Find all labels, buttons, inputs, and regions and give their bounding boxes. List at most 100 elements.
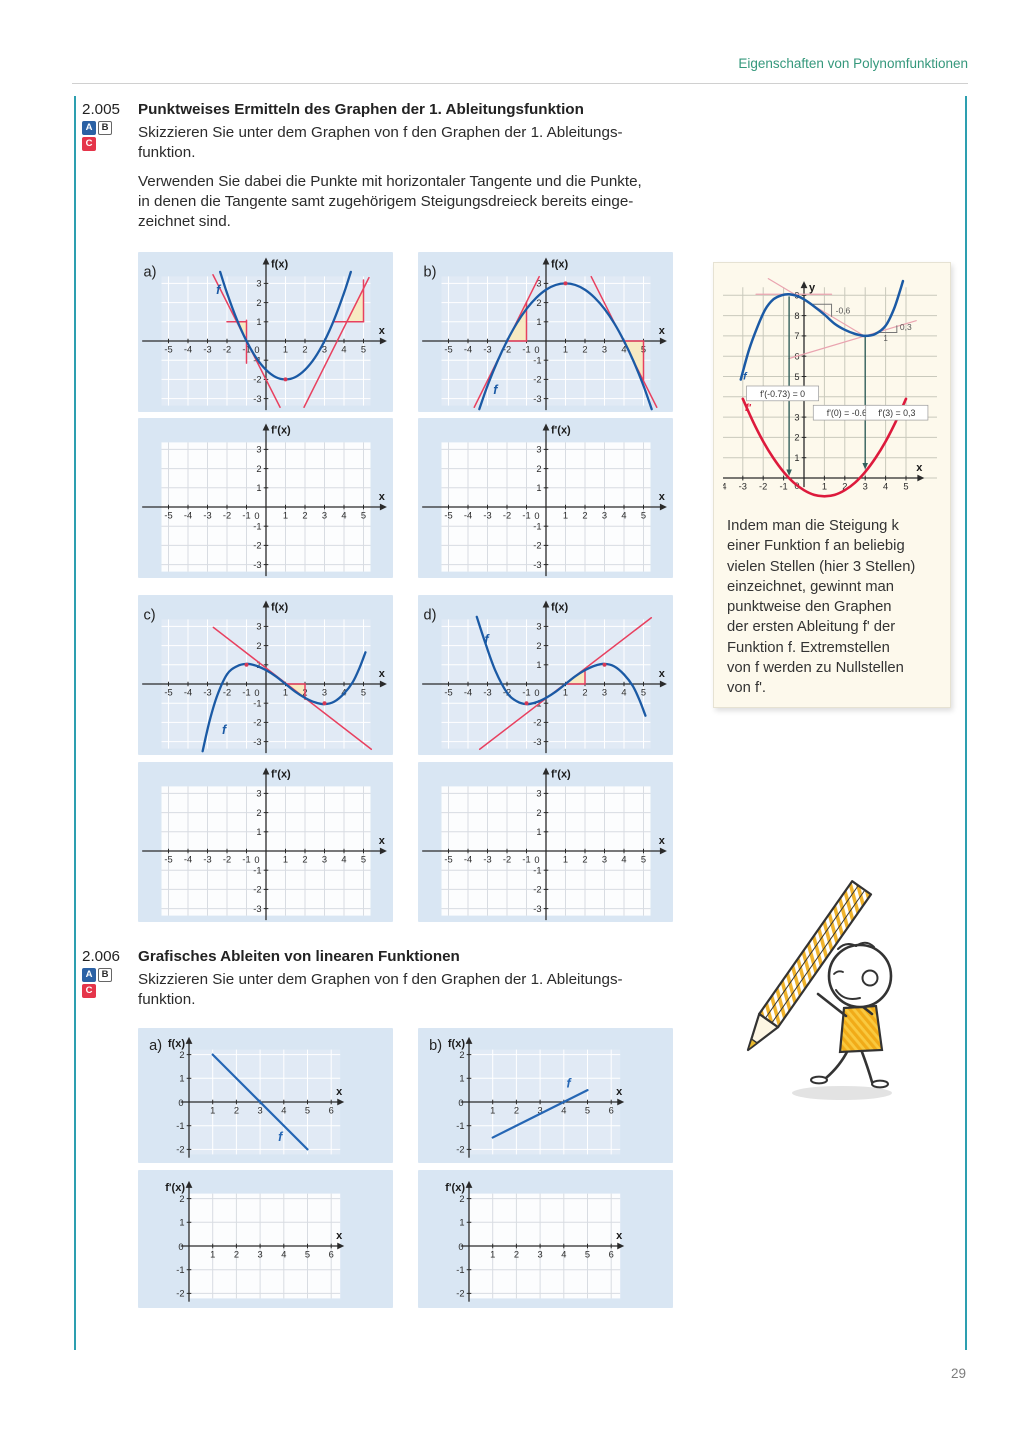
svg-text:2: 2 [179, 1194, 184, 1204]
svg-text:1: 1 [179, 1218, 184, 1228]
svg-text:f: f [484, 633, 490, 647]
svg-text:4: 4 [341, 345, 346, 355]
svg-text:-1: -1 [533, 522, 541, 532]
svg-text:-3: -3 [203, 688, 211, 698]
svg-text:1: 1 [459, 1218, 464, 1228]
svg-text:3: 3 [322, 855, 327, 865]
svg-text:-2: -2 [253, 541, 261, 551]
svg-text:-2: -2 [456, 1289, 464, 1299]
svg-text:3: 3 [794, 412, 799, 422]
svg-text:2: 2 [842, 482, 847, 492]
svg-text:-3: -3 [483, 688, 491, 698]
svg-text:x: x [659, 325, 666, 337]
svg-text:5: 5 [585, 1106, 590, 1116]
svg-text:x: x [659, 668, 666, 680]
svg-text:x: x [659, 491, 666, 503]
sidebar-explanation: Indem man die Steigung k einer Funktion … [727, 518, 916, 697]
svg-text:1: 1 [490, 1106, 495, 1116]
graph-2005c-fprime-svg: -5 -4 -3 -2 -1 1 2 3 4 5 -3 -2 -1 1 2 3 0 x f'(x) [142, 767, 387, 921]
svg-text:-3: -3 [533, 904, 541, 914]
svg-text:-4: -4 [184, 511, 192, 521]
svg-text:1: 1 [179, 1074, 184, 1084]
svg-text:-1: -1 [176, 1121, 184, 1131]
svg-text:3: 3 [602, 345, 607, 355]
svg-text:x: x [336, 1230, 343, 1242]
svg-text:-1: -1 [456, 1265, 464, 1275]
pencil-character-illustration [746, 880, 893, 1100]
svg-text:x: x [379, 325, 386, 337]
svg-text:-4: -4 [184, 688, 192, 698]
graph-2006a-fprime-grid: 1 2 3 4 5 6 -2 -1 1 2 0 x f'(x) [138, 1170, 393, 1308]
svg-text:3: 3 [863, 482, 868, 492]
svg-text:2: 2 [536, 464, 541, 474]
svg-text:-4: -4 [464, 855, 472, 865]
svg-text:y: y [809, 282, 816, 294]
svg-text:4: 4 [621, 855, 626, 865]
exercise-title-2005: Punktweises Ermitteln des Graphen der 1.… [138, 101, 584, 118]
svg-text:-2: -2 [253, 885, 261, 895]
svg-text:2: 2 [582, 688, 587, 698]
svg-text:2: 2 [179, 1050, 184, 1060]
svg-text:-1: -1 [242, 511, 250, 521]
svg-text:1: 1 [563, 345, 568, 355]
svg-text:-3: -3 [253, 394, 261, 404]
svg-text:3: 3 [256, 279, 261, 289]
svg-text:-1: -1 [522, 688, 530, 698]
svg-text:5: 5 [361, 511, 366, 521]
exercise-2006-paragraph-1: Skizzieren Sie unter dem Graphen von f d… [138, 971, 623, 1009]
svg-text:2: 2 [536, 641, 541, 651]
svg-text:-4: -4 [464, 688, 472, 698]
svg-text:-3: -3 [739, 482, 747, 492]
svg-text:-2: -2 [533, 885, 541, 895]
exercise-title-2006: Grafisches Ableiten von linearen Funktio… [138, 948, 460, 965]
svg-text:4: 4 [621, 511, 626, 521]
svg-text:2: 2 [582, 511, 587, 521]
svg-text:2: 2 [302, 511, 307, 521]
figure-foot [871, 1079, 889, 1089]
svg-text:x: x [916, 462, 923, 474]
svg-text:1: 1 [536, 827, 541, 837]
svg-text:0: 0 [458, 1242, 463, 1252]
stick-figure [810, 941, 893, 1089]
svg-text:4: 4 [281, 1250, 286, 1260]
graph-2005d-f: -5 -4 -3 -2 -1 1 2 3 4 5 -3 -2 -1 1 2 3 0 x f(x) d) f [418, 595, 673, 755]
svg-text:4: 4 [883, 482, 888, 492]
svg-text:f'(x): f'(x) [271, 768, 291, 780]
svg-text:f(x): f(x) [271, 601, 288, 613]
svg-text:1: 1 [536, 660, 541, 670]
figure-eyebrow [833, 970, 844, 975]
graph-2006a-fprime-svg: 1 2 3 4 5 6 -2 -1 1 2 0 x f'(x) [165, 1180, 345, 1302]
svg-text:3: 3 [256, 789, 261, 799]
svg-text:-4: -4 [464, 345, 472, 355]
svg-text:-2: -2 [253, 718, 261, 728]
svg-text:1: 1 [256, 660, 261, 670]
svg-text:f'(x): f'(x) [551, 424, 571, 436]
graph-2005d-fprime-grid: -5 -4 -3 -2 -1 1 2 3 4 5 -3 -2 -1 1 2 3 0 x f'(x) [418, 762, 673, 922]
badge-c: C [82, 137, 96, 151]
svg-text:f: f [566, 1076, 572, 1090]
svg-text:1: 1 [883, 334, 888, 343]
svg-text:-2: -2 [503, 511, 511, 521]
svg-text:3: 3 [536, 789, 541, 799]
figure-foot [810, 1075, 828, 1085]
svg-text:-4: -4 [723, 482, 727, 492]
svg-text:6: 6 [329, 1106, 334, 1116]
svg-text:f'(x): f'(x) [445, 1182, 465, 1194]
sidebar-info-box: -4-3-2-1123451234567890xyff'-0,60,31f'(-… [713, 262, 951, 708]
svg-text:-1: -1 [522, 855, 530, 865]
svg-text:f'(x): f'(x) [271, 424, 291, 436]
svg-text:2: 2 [302, 345, 307, 355]
svg-text:3: 3 [602, 855, 607, 865]
svg-text:f: f [743, 371, 748, 383]
svg-text:-2: -2 [176, 1289, 184, 1299]
right-margin-rule [965, 96, 967, 1350]
svg-text:2: 2 [234, 1106, 239, 1116]
svg-text:3: 3 [256, 445, 261, 455]
svg-text:c): c) [144, 608, 156, 624]
svg-text:1: 1 [283, 345, 288, 355]
svg-text:1: 1 [563, 688, 568, 698]
